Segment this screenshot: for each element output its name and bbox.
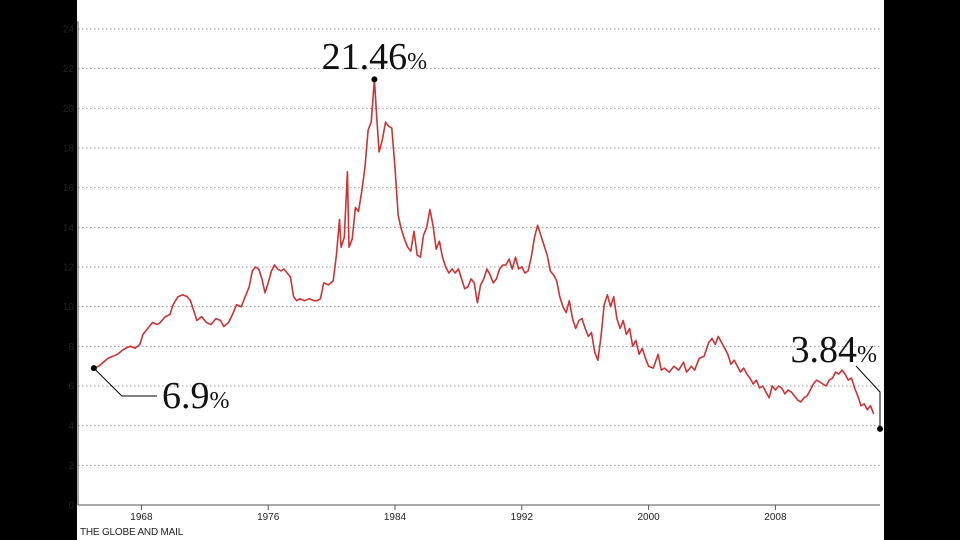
x-tick-label-2008: 2008 bbox=[764, 512, 787, 523]
x-tick-label-2000: 2000 bbox=[637, 512, 660, 523]
x-tick-label-1968: 1968 bbox=[130, 512, 153, 523]
chart-panel bbox=[77, 0, 884, 540]
y-tick-label-10: 10 bbox=[63, 302, 75, 313]
y-tick-label-4: 4 bbox=[68, 421, 74, 432]
x-axis: 1968 1976 1984 1992 2000 2008 bbox=[78, 504, 880, 523]
y-tick-label-6: 6 bbox=[68, 382, 74, 393]
y-tick-label-2: 2 bbox=[68, 461, 74, 472]
x-tick-label-1976: 1976 bbox=[257, 512, 280, 523]
end-leader-line bbox=[855, 365, 881, 426]
annotations: 21.46% 6.9% 3.84% bbox=[90, 36, 883, 432]
series bbox=[93, 78, 875, 415]
start-leader-line bbox=[93, 367, 157, 397]
grid bbox=[78, 28, 880, 466]
y-tick-label-0: 0 bbox=[68, 501, 74, 512]
end-marker bbox=[877, 425, 883, 432]
peak-label: 21.46% bbox=[322, 36, 428, 78]
end-label: 3.84% bbox=[791, 329, 878, 371]
start-label: 6.9% bbox=[162, 375, 230, 417]
x-tick-label-1992: 1992 bbox=[511, 512, 534, 523]
source-credit: THE GLOBE AND MAIL bbox=[80, 527, 184, 538]
peak-marker bbox=[371, 76, 378, 83]
y-tick-label-16: 16 bbox=[63, 183, 75, 194]
x-tick-label-1984: 1984 bbox=[384, 512, 407, 523]
y-tick-label-18: 18 bbox=[63, 144, 75, 155]
y-tick-label-12: 12 bbox=[63, 263, 75, 274]
y-tick-label-14: 14 bbox=[63, 223, 75, 234]
y-tick-label-8: 8 bbox=[68, 342, 74, 353]
y-tick-label-20: 20 bbox=[63, 104, 75, 115]
series-line-0 bbox=[93, 78, 875, 415]
y-tick-label-22: 22 bbox=[63, 64, 75, 75]
y-tick-label-24: 24 bbox=[63, 25, 75, 36]
